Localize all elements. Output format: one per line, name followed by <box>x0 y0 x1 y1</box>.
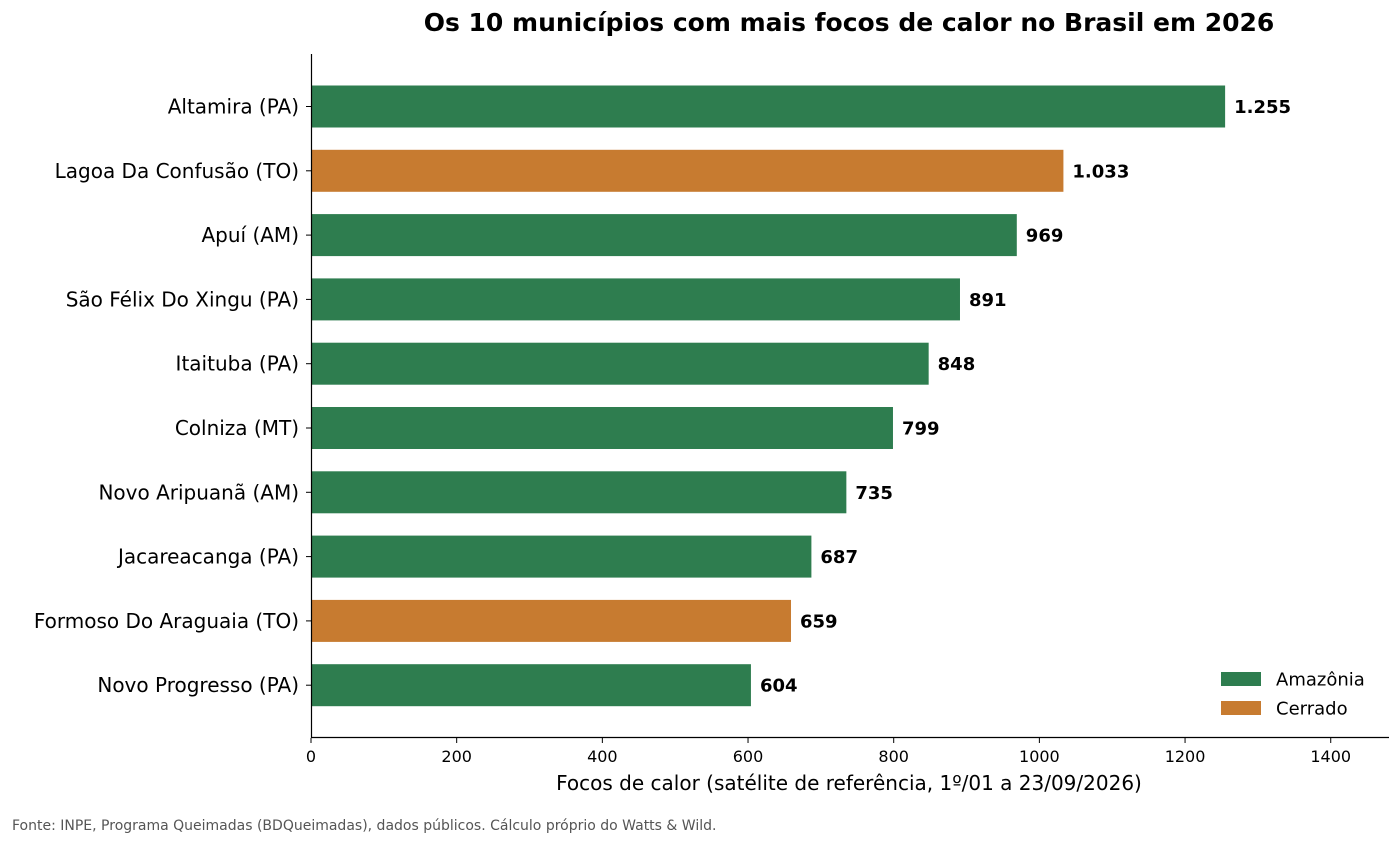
value-labels-group: 1.255 1.033 969 891 848 799 735 687 659 604 <box>760 97 1291 697</box>
legend-swatch-0 <box>1221 672 1261 686</box>
x-ticks-group: 0 200 400 600 800 1000 1200 1400 <box>306 738 1351 766</box>
value-label-9: 604 <box>760 676 798 697</box>
value-label-0: 1.255 <box>1234 97 1291 118</box>
bar-0 <box>311 85 1226 128</box>
bar-2 <box>311 214 1017 257</box>
bar-3 <box>311 278 960 321</box>
category-label-5: Colniza (MT) <box>175 416 299 440</box>
value-label-1: 1.033 <box>1072 161 1129 182</box>
value-label-4: 848 <box>938 354 976 375</box>
category-label-1: Lagoa Da Confusão (TO) <box>55 159 299 183</box>
bars-group <box>311 85 1226 707</box>
x-tick-label-0: 0 <box>306 747 316 766</box>
category-label-2: Apuí (AM) <box>201 223 299 247</box>
legend-label-1: Cerrado <box>1276 699 1348 720</box>
chart-title: Os 10 municípios com mais focos de calor… <box>424 8 1275 37</box>
category-label-6: Novo Aripuanã (AM) <box>98 480 299 504</box>
x-tick-label-2: 400 <box>587 747 618 766</box>
value-label-3: 891 <box>969 290 1007 311</box>
x-axis-title: Focos de calor (satélite de referência, … <box>556 771 1142 795</box>
x-tick-label-3: 600 <box>733 747 764 766</box>
x-tick-label-4: 800 <box>878 747 909 766</box>
bar-6 <box>311 471 847 514</box>
x-tick-label-1: 200 <box>441 747 472 766</box>
bar-4 <box>311 342 929 385</box>
value-label-2: 969 <box>1026 226 1064 247</box>
category-label-7: Jacareacanga (PA) <box>116 545 299 569</box>
bar-8 <box>311 599 792 642</box>
category-labels-group: Altamira (PA) Lagoa Da Confusão (TO) Apuí … <box>34 95 311 697</box>
value-label-5: 799 <box>902 419 940 440</box>
value-label-6: 735 <box>855 483 893 504</box>
category-label-4: Itaituba (PA) <box>176 352 299 376</box>
bar-5 <box>311 407 893 449</box>
x-tick-label-6: 1200 <box>1165 747 1206 766</box>
legend: Amazônia Cerrado <box>1221 670 1365 720</box>
x-tick-label-5: 1000 <box>1019 747 1060 766</box>
legend-swatch-1 <box>1221 701 1261 715</box>
source-note: Fonte: INPE, Programa Queimadas (BDQueim… <box>12 818 716 834</box>
x-tick-label-7: 1400 <box>1310 747 1351 766</box>
bar-9 <box>311 664 751 707</box>
value-label-7: 687 <box>820 547 858 568</box>
category-label-0: Altamira (PA) <box>168 95 299 119</box>
legend-label-0: Amazônia <box>1276 670 1365 691</box>
category-label-9: Novo Progresso (PA) <box>97 673 299 697</box>
bar-7 <box>311 535 812 578</box>
bar-1 <box>311 149 1064 192</box>
value-label-8: 659 <box>800 611 838 632</box>
category-label-8: Formoso Do Araguaia (TO) <box>34 609 299 633</box>
category-label-3: São Félix Do Xingu (PA) <box>66 287 299 311</box>
